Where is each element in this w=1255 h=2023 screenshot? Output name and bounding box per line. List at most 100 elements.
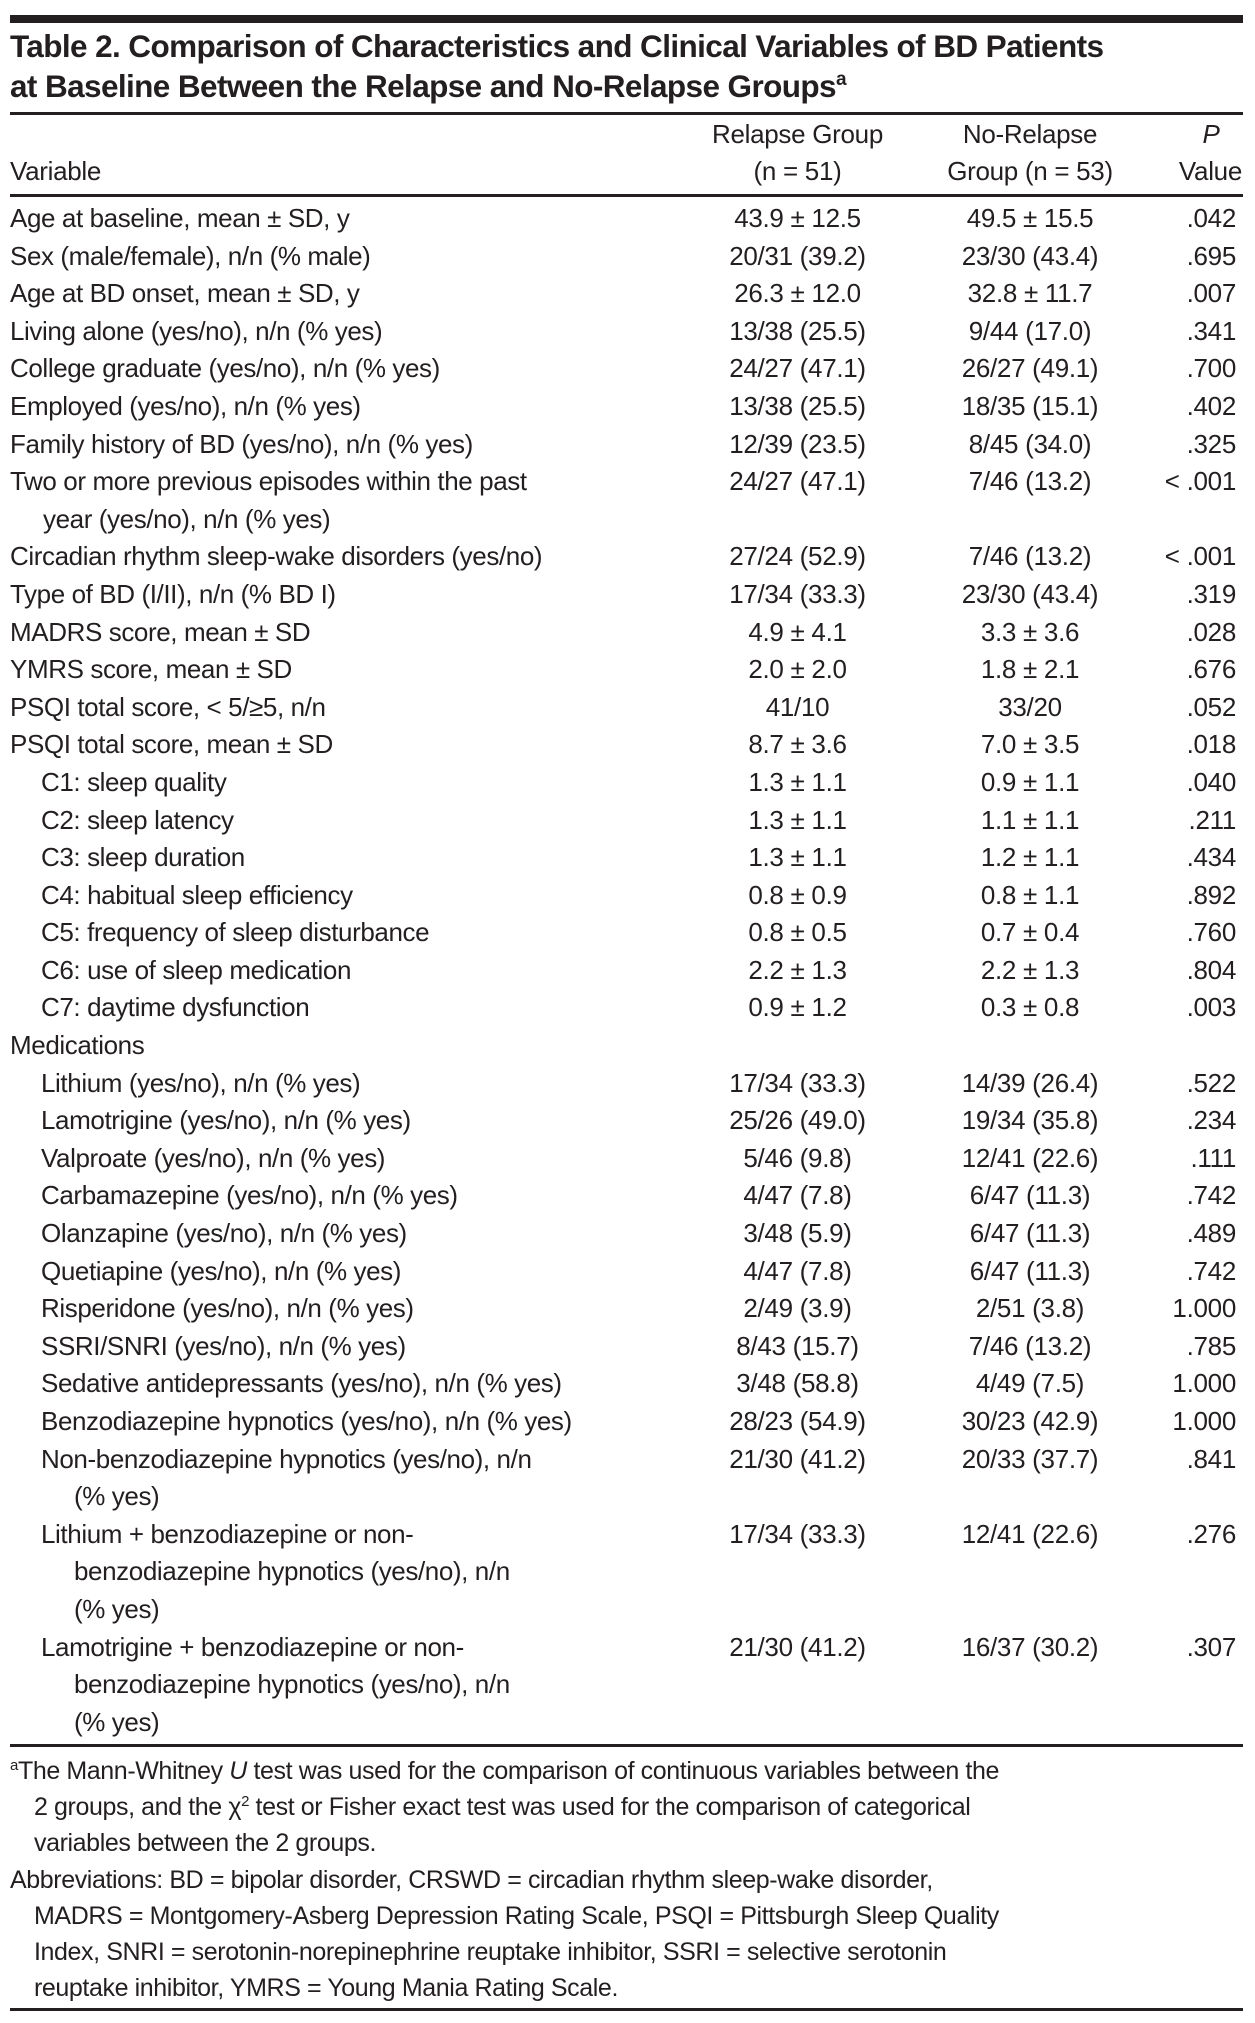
- header-no-relapse-group: No-Relapse Group (n = 53): [925, 116, 1135, 190]
- table-row: C3: sleep duration 1.3 ± 1.1 1.2 ± 1.1 .434: [0, 839, 1255, 877]
- header-p-value: P Value: [1160, 116, 1242, 190]
- relapse-value: 0.8 ± 0.9: [748, 879, 847, 910]
- variable-label: YMRS score, mean ± SD: [10, 654, 292, 685]
- footnote-line: Index, SNRI = serotonin-norepinephrine r…: [10, 1934, 1245, 1970]
- variable-label: (% yes): [74, 1706, 160, 1737]
- table-row: Sex (male/female), n/n (% male) 20/31 (39…: [0, 238, 1255, 276]
- no-relapse-value: 12/41 (22.6): [961, 1142, 1099, 1173]
- p-value: .211: [1188, 804, 1237, 835]
- no-relapse-value: 2/51 (3.8): [975, 1293, 1085, 1324]
- no-relapse-value: 0.3 ± 0.8: [980, 992, 1080, 1023]
- p-value: < .001: [1164, 466, 1237, 497]
- variable-label: Lamotrigine + benzodiazepine or non-: [41, 1631, 464, 1662]
- title-line-2: at Baseline Between the Relapse and No-R…: [10, 66, 1250, 106]
- footnote-line: MADRS = Montgomery-Asberg Depression Rat…: [10, 1898, 1245, 1934]
- table-row: Living alone (yes/no), n/n (% yes) 13/38 …: [0, 313, 1255, 351]
- footnote-text: MADRS = Montgomery-Asberg Depression Rat…: [34, 1901, 999, 1930]
- no-relapse-value: 14/39 (26.4): [961, 1067, 1099, 1098]
- relapse-value: 28/23 (54.9): [729, 1406, 866, 1436]
- variable-label: Age at baseline, mean ± SD, y: [10, 203, 350, 233]
- no-relapse-value: 3.3 ± 3.6: [980, 616, 1080, 647]
- top-rule: [10, 15, 1243, 23]
- no-relapse-value: 23/30 (43.4): [961, 240, 1099, 271]
- variable-label: (% yes): [74, 1481, 160, 1512]
- title-line-1: Table 2. Comparison of Characteristics a…: [10, 28, 1104, 64]
- relapse-value: 0.9 ± 1.2: [748, 992, 847, 1023]
- variable-label: Risperidone (yes/no), n/n (% yes): [41, 1293, 414, 1324]
- table-row: C4: habitual sleep efficiency 0.8 ± 0.9 0.…: [0, 877, 1255, 915]
- footnote-line: Abbreviations: BD = bipolar disorder, CR…: [10, 1862, 1245, 1898]
- no-relapse-value: 1.8 ± 2.1: [980, 654, 1080, 685]
- no-relapse-value: 12/41 (22.6): [961, 1518, 1099, 1549]
- variable-label: Medications: [10, 1030, 145, 1061]
- variable-label: PSQI total score, mean ± SD: [10, 729, 333, 760]
- relapse-value: 5/46 (9.8): [743, 1142, 852, 1173]
- table-row: Lamotrigine (yes/no), n/n (% yes) 25/26 (…: [0, 1102, 1255, 1140]
- table-row: C6: use of sleep medication 2.2 ± 1.3 2.2 …: [0, 952, 1255, 990]
- p-value: 1.000: [1172, 1293, 1236, 1324]
- table-row: Olanzapine (yes/no), n/n (% yes) 3/48 (5.…: [0, 1215, 1255, 1253]
- relapse-value: 1.3 ± 1.1: [748, 766, 847, 797]
- footnotes: aThe Mann-Whitney U test was used for th…: [10, 1753, 1245, 2006]
- relapse-value: 21/30 (41.2): [729, 1443, 866, 1474]
- relapse-value: 17/34 (33.3): [729, 1518, 866, 1549]
- relapse-value: 24/27 (47.1): [729, 466, 866, 497]
- p-value: .040: [1186, 766, 1237, 797]
- footnote-text: variables between the 2 groups.: [34, 1829, 376, 1858]
- variable-label: year (yes/no), n/n (% yes): [43, 503, 331, 534]
- p-value: .785: [1186, 1330, 1237, 1361]
- table-row: Carbamazepine (yes/no), n/n (% yes) 4/47 …: [0, 1177, 1255, 1215]
- header-p-line-2: Value: [1178, 156, 1242, 186]
- footnote-text: test was used for the comparison of cont…: [246, 1757, 999, 1785]
- p-value: .319: [1186, 578, 1237, 609]
- relapse-value: 17/34 (33.3): [729, 1067, 866, 1098]
- p-value: .402: [1186, 390, 1237, 421]
- relapse-value: 0.8 ± 0.5: [748, 917, 847, 948]
- p-value: .018: [1186, 729, 1237, 760]
- footnote-line: aThe Mann-Whitney U test was used for th…: [10, 1753, 1245, 1789]
- table-row: PSQI total score, mean ± SD 8.7 ± 3.6 7.0 …: [0, 726, 1255, 764]
- relapse-value: 4/47 (7.8): [743, 1180, 852, 1211]
- p-value: .341: [1186, 315, 1237, 346]
- no-relapse-value: 8/45 (34.0): [968, 428, 1092, 459]
- p-value: .042: [1186, 203, 1237, 233]
- p-value: .804: [1186, 954, 1237, 985]
- no-relapse-value: 0.7 ± 0.4: [980, 917, 1080, 948]
- p-value: .234: [1186, 1105, 1237, 1136]
- variable-label: (% yes): [74, 1593, 160, 1624]
- variable-label: Benzodiazepine hypnotics (yes/no), n/n (…: [41, 1406, 572, 1436]
- variable-label: PSQI total score, < 5/≥5, n/n: [10, 691, 326, 722]
- title-rule: [10, 112, 1243, 115]
- variable-label: Sex (male/female), n/n (% male): [10, 240, 371, 271]
- abbreviations-note: Abbreviations: BD = bipolar disorder, CR…: [10, 1862, 1245, 2007]
- p-value: .676: [1186, 654, 1237, 685]
- no-relapse-value: 7.0 ± 3.5: [980, 729, 1080, 760]
- variable-label: Family history of BD (yes/no), n/n (% ye…: [10, 428, 473, 459]
- table-row: C5: frequency of sleep disturbance 0.8 ± …: [0, 914, 1255, 952]
- p-value: .276: [1186, 1518, 1237, 1549]
- variable-label: Employed (yes/no), n/n (% yes): [10, 390, 361, 421]
- table-row: Lithium + benzodiazepine or non-benzodia…: [0, 1516, 1255, 1629]
- no-relapse-value: 23/30 (43.4): [961, 578, 1099, 609]
- variable-label: MADRS score, mean ± SD: [10, 616, 311, 647]
- table-row: SSRI/SNRI (yes/no), n/n (% yes) 8/43 (15.…: [0, 1328, 1255, 1366]
- no-relapse-value: 6/47 (11.3): [969, 1255, 1091, 1286]
- no-relapse-value: 6/47 (11.3): [969, 1180, 1091, 1211]
- header-relapse-line-1: Relapse Group: [712, 119, 883, 149]
- relapse-value: 2/49 (3.9): [743, 1293, 852, 1324]
- superscript: 2: [241, 1793, 250, 1811]
- table-row: Quetiapine (yes/no), n/n (% yes) 4/47 (7.…: [0, 1253, 1255, 1291]
- p-value: .434: [1186, 842, 1237, 873]
- table-row: Age at baseline, mean ± SD, y 43.9 ± 12.5…: [0, 200, 1255, 238]
- relapse-value: 13/38 (25.5): [729, 390, 866, 421]
- no-relapse-value: 6/47 (11.3): [969, 1218, 1091, 1249]
- table-row: C7: daytime dysfunction 0.9 ± 1.2 0.3 ± 0.…: [0, 989, 1255, 1027]
- relapse-value: 21/30 (41.2): [729, 1631, 866, 1662]
- relapse-value: 25/26 (49.0): [729, 1105, 866, 1136]
- p-value: .325: [1186, 428, 1237, 459]
- superscript: a: [10, 1757, 18, 1774]
- table-row: Type of BD (I/II), n/n (% BD I) 17/34 (33…: [0, 576, 1255, 614]
- variable-label: C5: frequency of sleep disturbance: [41, 917, 430, 948]
- header-no-relapse-line-1: No-Relapse: [962, 119, 1098, 149]
- table-row: Valproate (yes/no), n/n (% yes) 5/46 (9.8…: [0, 1140, 1255, 1178]
